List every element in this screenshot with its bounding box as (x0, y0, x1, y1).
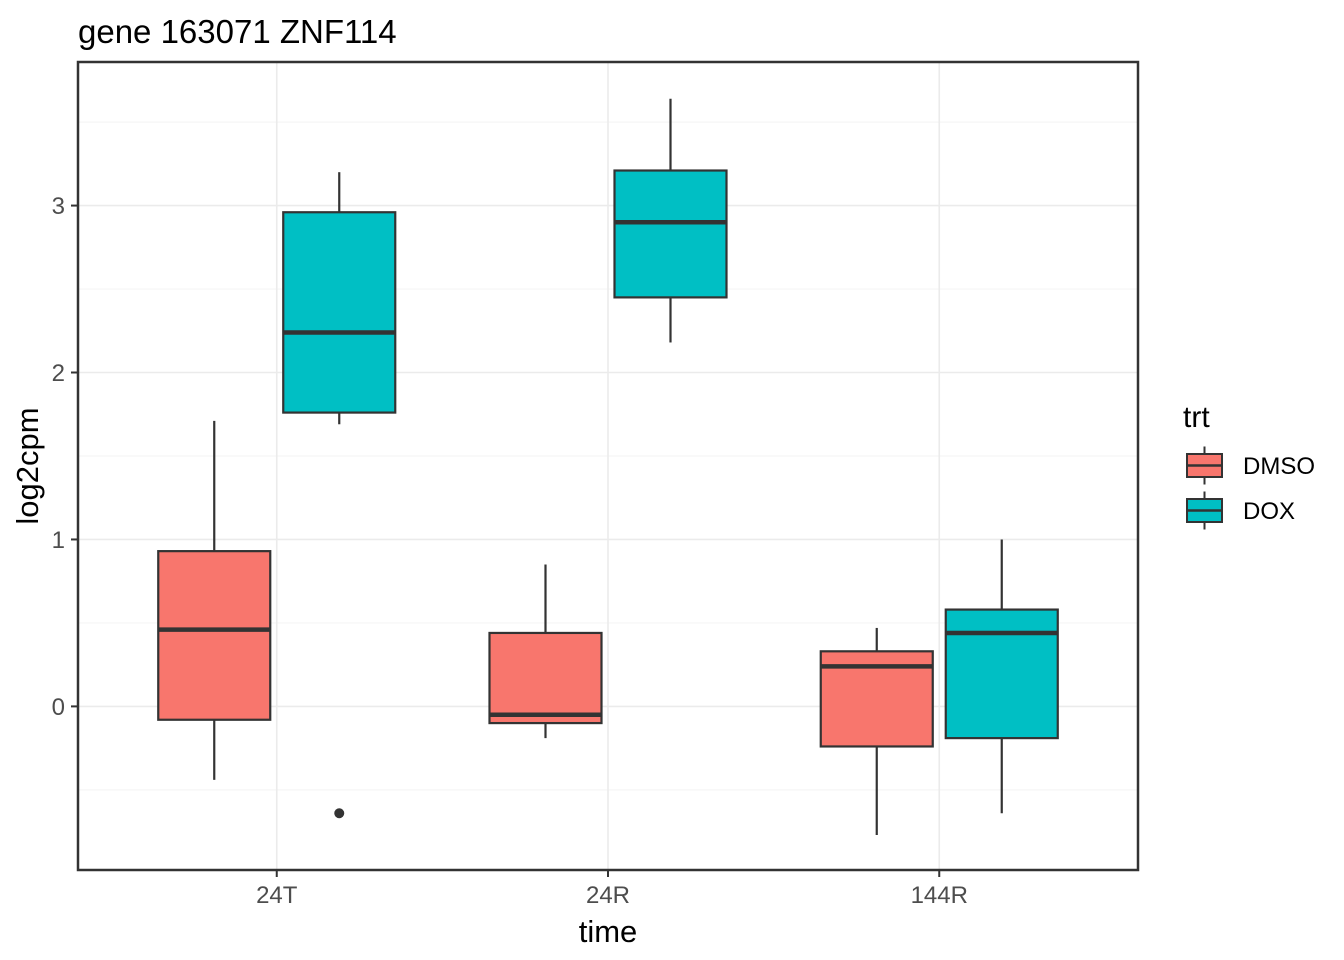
iqr-box (944, 608, 1059, 740)
box-dmso-24T (157, 420, 272, 780)
box-dmso-144R (819, 627, 934, 835)
y-tick-label: 1 (52, 527, 65, 554)
box-dmso-24R (488, 564, 603, 739)
x-axis-title: time (579, 914, 638, 949)
x-tick-label: 24T (256, 882, 298, 909)
chart-title: gene 163071 ZNF114 (78, 13, 397, 50)
y-tick-label: 2 (52, 360, 65, 387)
legend-title: trt (1183, 401, 1210, 434)
legend-label-dox: DOX (1243, 498, 1295, 525)
legend-key-dmso (1186, 446, 1223, 485)
boxplot-geoms (157, 98, 1059, 835)
legend-label-dmso: DMSO (1243, 453, 1315, 480)
iqr-box (613, 169, 728, 299)
x-tick-label: 144R (911, 882, 968, 909)
legend-key-dox (1186, 491, 1223, 530)
y-tick-label: 3 (52, 193, 65, 220)
legend: trt DMSO DOX (1183, 401, 1315, 530)
axis-ticks: 0 1 2 3 24T 24R 144R (52, 193, 968, 909)
iqr-box (157, 550, 272, 721)
outlier-point (334, 808, 345, 819)
y-tick-label: 0 (52, 694, 65, 721)
iqr-box (282, 211, 397, 414)
legend-keys (1186, 446, 1223, 530)
box-dox-24R (613, 98, 728, 343)
x-tick-label: 24R (586, 882, 630, 909)
y-axis-title: log2cpm (10, 407, 45, 524)
box-dox-24T (282, 172, 397, 819)
iqr-box (488, 631, 603, 725)
box-dox-144R (944, 539, 1059, 814)
